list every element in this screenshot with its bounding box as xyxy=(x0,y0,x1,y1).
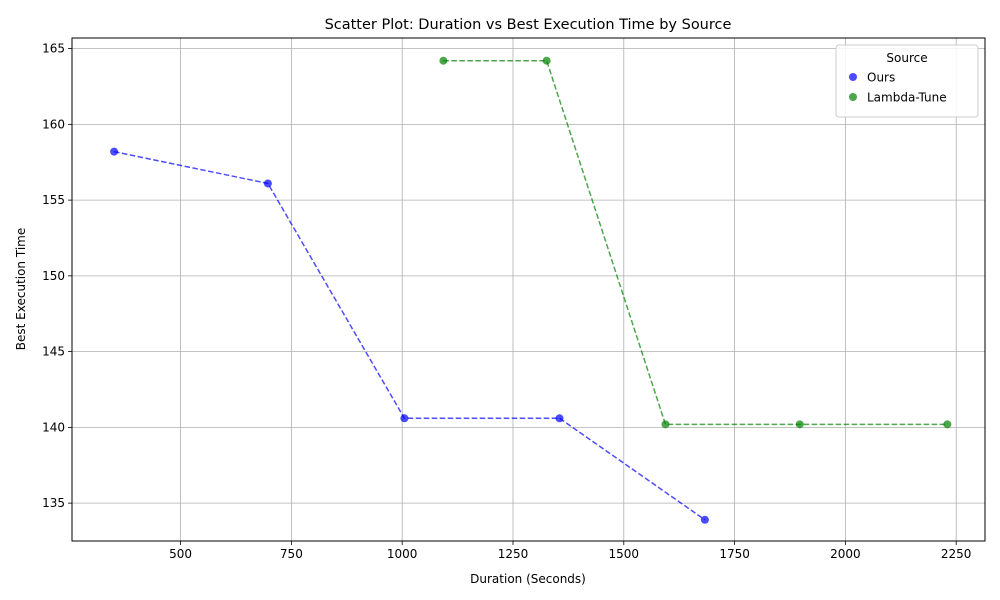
legend: Source Ours Lambda-Tune xyxy=(835,44,979,118)
plot-frame xyxy=(71,37,986,542)
series-line-ours xyxy=(113,150,706,521)
x-tick-label: 500 xyxy=(169,547,192,561)
x-axis-ticks: 500 750 1000 1250 1500 1750 2000 2250 xyxy=(169,541,971,561)
x-tick-label: 2000 xyxy=(830,547,861,561)
x-tick-label: 1500 xyxy=(609,547,640,561)
legend-box xyxy=(835,44,979,118)
x-tick-label: 1250 xyxy=(498,547,529,561)
x-tick-label: 750 xyxy=(280,547,303,561)
chart-title: Scatter Plot: Duration vs Best Execution… xyxy=(325,17,732,33)
y-tick-label: 160 xyxy=(42,117,65,131)
series-line-lambda-tune xyxy=(443,59,948,426)
legend-label-lambda-tune: Lambda-Tune xyxy=(867,91,947,105)
x-tick-label: 1750 xyxy=(719,547,750,561)
data-point-ours xyxy=(400,414,409,423)
y-tick-label: 140 xyxy=(42,420,65,434)
data-point-ours xyxy=(700,515,709,524)
data-point-ours xyxy=(263,179,272,188)
data-point-lambda-tune xyxy=(661,420,670,429)
data-point-lambda-tune xyxy=(795,420,804,429)
legend-label-ours: Ours xyxy=(867,71,895,85)
legend-marker-lambda-tune xyxy=(849,93,857,101)
y-tick-label: 145 xyxy=(42,345,65,359)
x-tick-label: 1000 xyxy=(387,547,418,561)
y-tick-label: 155 xyxy=(42,193,65,207)
data-series xyxy=(110,56,952,524)
legend-items: Ours Lambda-Tune xyxy=(849,71,947,105)
data-point-ours xyxy=(555,414,564,423)
grid-lines xyxy=(72,38,985,541)
data-point-lambda-tune xyxy=(943,420,952,429)
y-tick-label: 165 xyxy=(42,42,65,56)
y-tick-label: 135 xyxy=(42,496,65,510)
data-point-ours xyxy=(110,147,119,156)
legend-title: Source xyxy=(886,51,927,65)
x-tick-label: 2250 xyxy=(941,547,972,561)
y-tick-label: 150 xyxy=(42,269,65,283)
y-axis-title: Best Execution Time xyxy=(14,228,28,350)
data-point-lambda-tune xyxy=(542,56,551,65)
legend-marker-ours xyxy=(849,73,857,81)
data-point-lambda-tune xyxy=(439,56,448,65)
y-axis-ticks: 135 140 145 150 155 160 165 xyxy=(42,42,72,510)
x-axis-title: Duration (Seconds) xyxy=(470,572,586,586)
